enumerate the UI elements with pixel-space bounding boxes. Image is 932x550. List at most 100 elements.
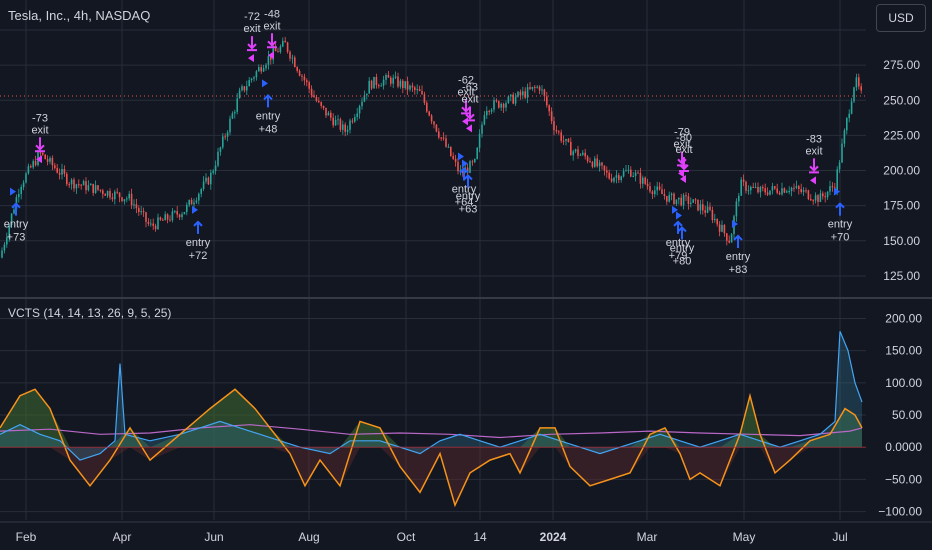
candle-body — [829, 186, 831, 192]
candle-body — [202, 181, 205, 190]
trade-markers: entry+73-73exitentry+72-72exitentry+48-4… — [4, 8, 853, 276]
entry-arrow-icon — [677, 226, 687, 240]
candle-body — [531, 86, 534, 89]
candle-body — [824, 196, 826, 198]
candle-body — [394, 76, 397, 78]
candle-body — [757, 187, 759, 193]
candle-body — [92, 183, 94, 194]
candle-body — [162, 219, 164, 221]
time-tick-label: 14 — [473, 530, 487, 544]
candle-body — [121, 197, 123, 202]
candle-body — [702, 204, 704, 211]
candle-body — [433, 121, 435, 125]
candle-body — [500, 103, 502, 108]
candle-body — [392, 77, 394, 84]
candle-body — [836, 169, 838, 191]
candle-body — [42, 152, 44, 155]
chart-title: Tesla, Inc., 4h, NASDAQ — [8, 8, 151, 23]
candle-body — [140, 211, 142, 213]
candle-body — [649, 186, 651, 192]
candle-body — [601, 162, 603, 166]
candle-body — [111, 197, 114, 200]
candle-body — [637, 172, 639, 174]
candle-body — [766, 192, 769, 195]
candle-body — [447, 146, 450, 148]
candle-body — [661, 189, 663, 195]
candle-body — [570, 141, 572, 156]
candle-body — [798, 186, 800, 190]
candle-body — [73, 179, 75, 189]
candle-body — [68, 184, 70, 186]
candle-body — [54, 165, 56, 169]
currency-button[interactable]: USD — [876, 4, 926, 32]
candle-body — [258, 67, 260, 72]
time-tick-label: Jun — [204, 530, 223, 544]
candle-body — [66, 173, 68, 185]
candle-body — [44, 154, 46, 160]
orange-line — [0, 388, 863, 508]
candle-body — [697, 199, 699, 211]
candle-body — [728, 240, 730, 243]
candle-body — [651, 191, 654, 195]
exit-label: exit — [675, 144, 692, 156]
candle-body — [217, 151, 219, 166]
candle-body — [22, 182, 25, 188]
candle-body — [1, 250, 3, 258]
candle-body — [390, 77, 392, 84]
candle-body — [123, 199, 126, 202]
candle-body — [303, 76, 306, 81]
exit-flag-icon — [810, 176, 816, 185]
entry-label: entry — [666, 237, 691, 249]
candle-body — [224, 136, 226, 138]
candle-body — [301, 75, 303, 77]
time-tick-label: Aug — [298, 530, 319, 544]
candle-body — [397, 76, 399, 87]
entry-arrow-icon — [673, 220, 683, 234]
candle-body — [265, 64, 267, 69]
entry-pnl-label: +73 — [7, 232, 26, 244]
candle-body — [505, 103, 507, 108]
entry-pnl-label: +80 — [673, 256, 692, 268]
candle-body — [8, 225, 10, 238]
candle-body — [490, 109, 493, 112]
entry-arrow-icon — [835, 202, 845, 216]
candle-body — [625, 170, 627, 172]
candle-body — [534, 86, 536, 88]
candle-body — [476, 147, 478, 159]
candle-body — [13, 209, 15, 214]
candle-body — [822, 193, 824, 197]
candle-body — [488, 110, 490, 112]
candle-body — [166, 214, 169, 220]
candle-body — [339, 119, 342, 130]
candle-body — [457, 161, 459, 172]
price-tick-label: 125.00 — [883, 269, 920, 283]
entry-flag-icon — [672, 205, 678, 214]
candle-body — [735, 201, 738, 217]
candle-body — [793, 187, 795, 189]
candle-body — [560, 132, 562, 141]
candle-body — [644, 177, 646, 184]
candle-body — [56, 168, 58, 173]
indicator-tick-label: −100.00 — [878, 505, 922, 519]
candle-body — [466, 167, 469, 173]
candle-body — [378, 85, 380, 87]
candle-body — [334, 119, 337, 126]
candle-body — [759, 186, 762, 193]
candle-body — [128, 193, 130, 199]
candle-body — [812, 200, 814, 202]
candle-body — [243, 86, 246, 91]
candle-body — [699, 204, 702, 211]
candle-body — [546, 96, 548, 106]
indicator-title: VCTS (14, 14, 13, 26, 9, 5, 25) — [8, 306, 172, 320]
entry-flag-icon — [732, 219, 738, 228]
candle-body — [207, 177, 210, 185]
candle-body — [80, 184, 82, 186]
candle-body — [262, 68, 265, 72]
candle-body — [416, 89, 418, 91]
candle-body — [82, 181, 85, 186]
candle-body — [147, 221, 150, 224]
candle-body — [790, 187, 793, 192]
candle-body — [594, 158, 596, 167]
candle-body — [198, 193, 200, 201]
